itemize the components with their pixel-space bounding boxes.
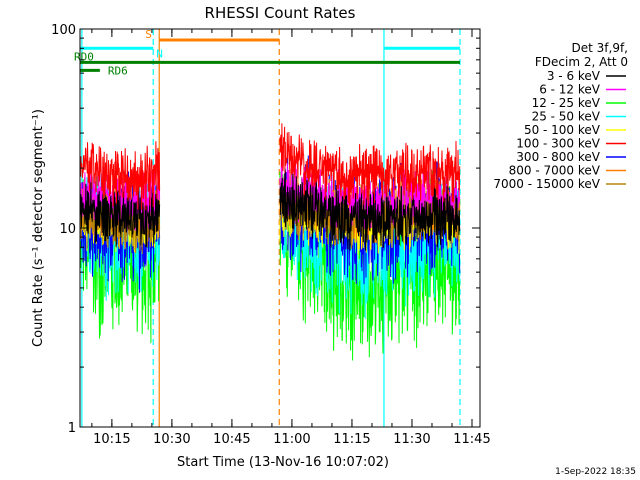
x-tick-label: 11:15 — [333, 432, 370, 447]
y-tick-label: 10 — [59, 222, 76, 237]
x-tick-label: 11:00 — [273, 432, 310, 447]
event-markers: SN RD0 RD6 — [74, 28, 461, 427]
x-tick-label: 10:30 — [153, 432, 190, 447]
legend-entry-label: 300 - 800 keV — [516, 150, 600, 164]
legend-entry-label: 3 - 6 keV — [547, 69, 601, 83]
x-tick-label: 11:45 — [453, 432, 490, 447]
legend-header-line-1: Det 3f,9f, — [572, 41, 629, 55]
series-line — [279, 170, 461, 251]
series-line — [279, 123, 461, 207]
legend-header-line-2: FDecim 2, Att 0 — [535, 55, 628, 69]
legend-entry-label: 12 - 25 keV — [532, 96, 601, 110]
legend-entry-label: 800 - 7000 keV — [509, 164, 601, 178]
event-bar-label: S — [145, 28, 152, 41]
legend-entry-label: 7000 - 15000 keV — [493, 177, 600, 191]
x-tick-label: 10:15 — [93, 432, 130, 447]
x-tick-label: 10:45 — [213, 432, 250, 447]
axes: 10:15 10:30 10:45 11:00 11:15 11:30 11:45 1 10 10… — [51, 23, 491, 447]
legend-entry-label: 50 - 100 keV — [524, 123, 601, 137]
y-tick-label: 1 — [68, 421, 76, 436]
x-tick-label: 11:30 — [393, 432, 430, 447]
x-axis-label: Start Time (13-Nov-16 10:07:02) — [177, 455, 389, 470]
series-line — [79, 141, 161, 211]
chart-title: RHESSI Count Rates — [205, 4, 356, 22]
y-tick-label: 100 — [51, 23, 76, 38]
event-bar-label: N — [156, 47, 163, 60]
data-series — [79, 123, 461, 361]
event-bar-label: RD0 — [74, 50, 94, 63]
event-bar-label: RD6 — [108, 64, 128, 77]
y-axis-label: Count Rate (s⁻¹ detector segment⁻¹) — [31, 109, 46, 347]
legend-entry-label: 25 - 50 keV — [532, 110, 601, 124]
generated-timestamp: 1-Sep-2022 18:35 — [555, 467, 636, 477]
legend-entry-label: 6 - 12 keV — [539, 83, 601, 97]
legend-entry-label: 100 - 300 keV — [516, 137, 600, 151]
